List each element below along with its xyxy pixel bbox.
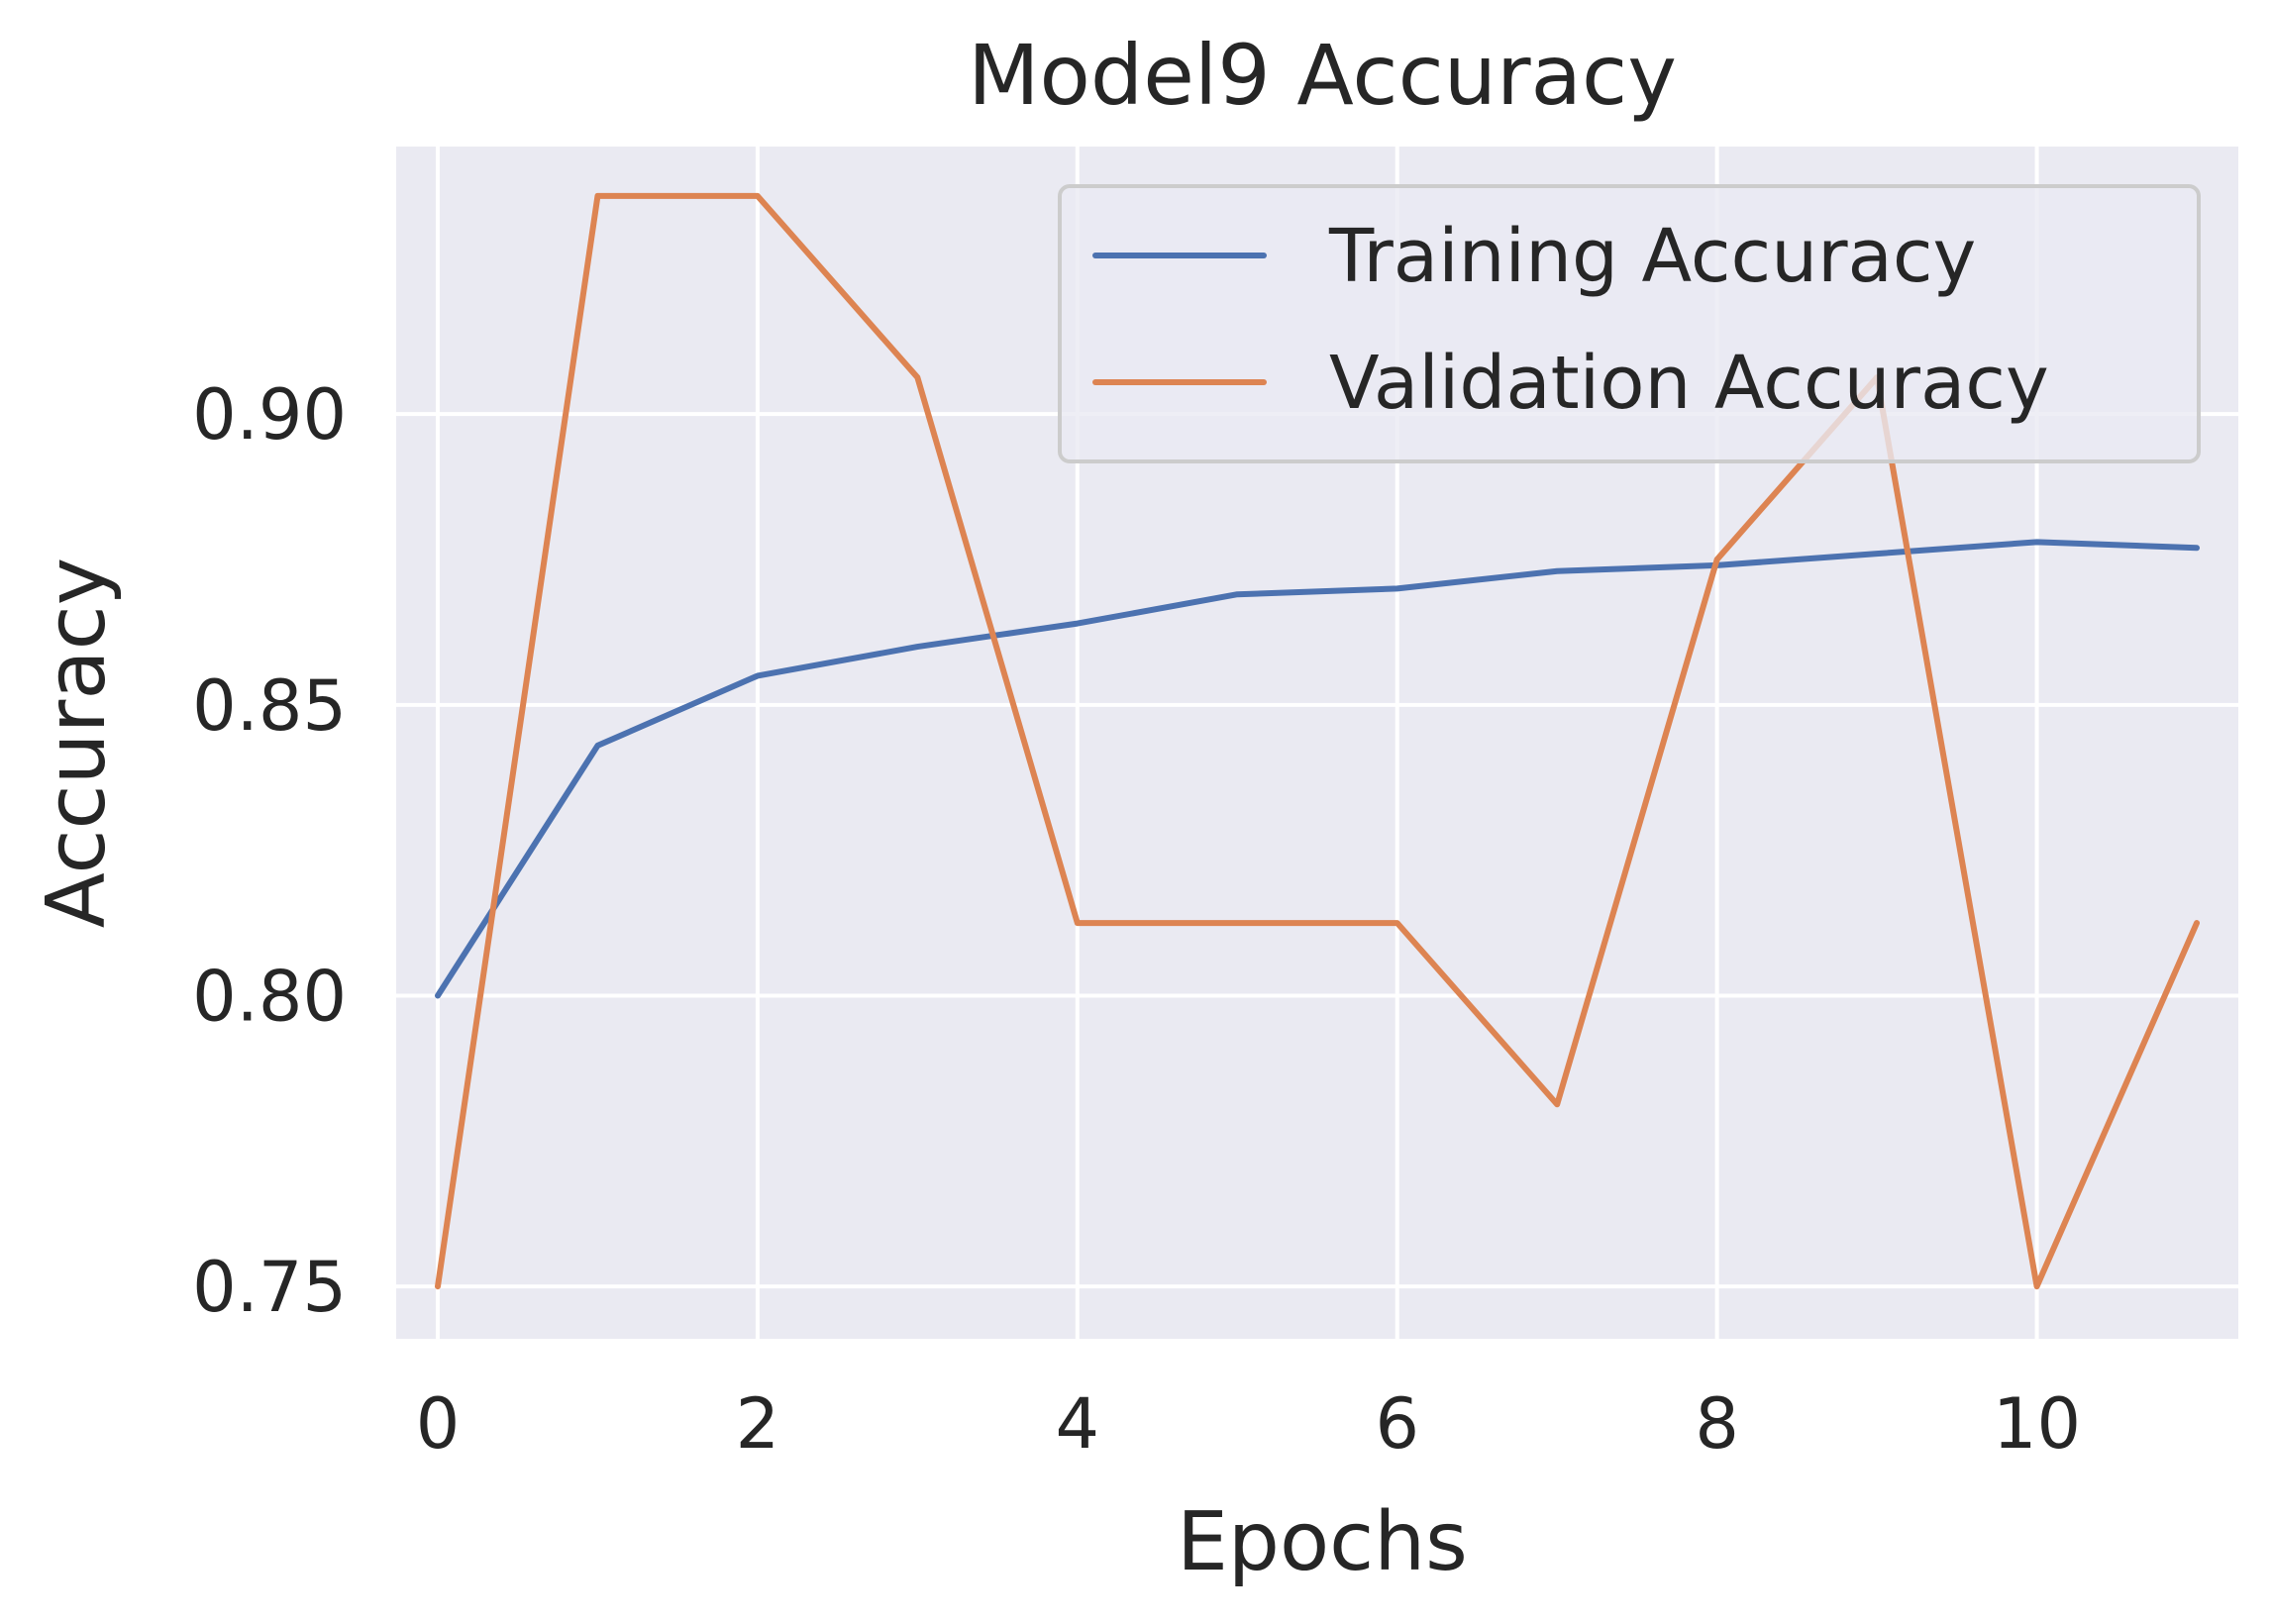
series-layer [434,192,2201,1290]
y-tick-label: 0.85 [192,665,347,747]
chart-title: Model9 Accuracy [968,27,1677,124]
training-accuracy-legend-label: Training Accuracy [1328,214,1976,299]
x-tick-label: 0 [416,1383,461,1465]
y-tick-label: 0.90 [192,374,347,456]
validation-accuracy-line [434,192,2201,1290]
x-tick-label: 2 [736,1383,780,1465]
x-tick-label: 4 [1056,1383,1100,1465]
tick-labels: 0 2 4 6 8 10 0.75 0.80 0.85 0.90 [192,374,2081,1465]
y-tick-label: 0.75 [192,1247,347,1328]
x-tick-label: 10 [1993,1383,2081,1465]
y-axis-label: Accuracy [30,558,124,928]
x-tick-label: 6 [1375,1383,1419,1465]
validation-accuracy-legend-label: Validation Accuracy [1329,341,2049,426]
x-axis-label: Epochs [1177,1495,1468,1589]
y-tick-label: 0.80 [192,956,347,1037]
x-tick-label: 8 [1695,1383,1739,1465]
legend: Training Accuracy Validation Accuracy [1058,184,2201,463]
legend-box [1058,184,2201,463]
training-accuracy-line [434,539,2201,999]
